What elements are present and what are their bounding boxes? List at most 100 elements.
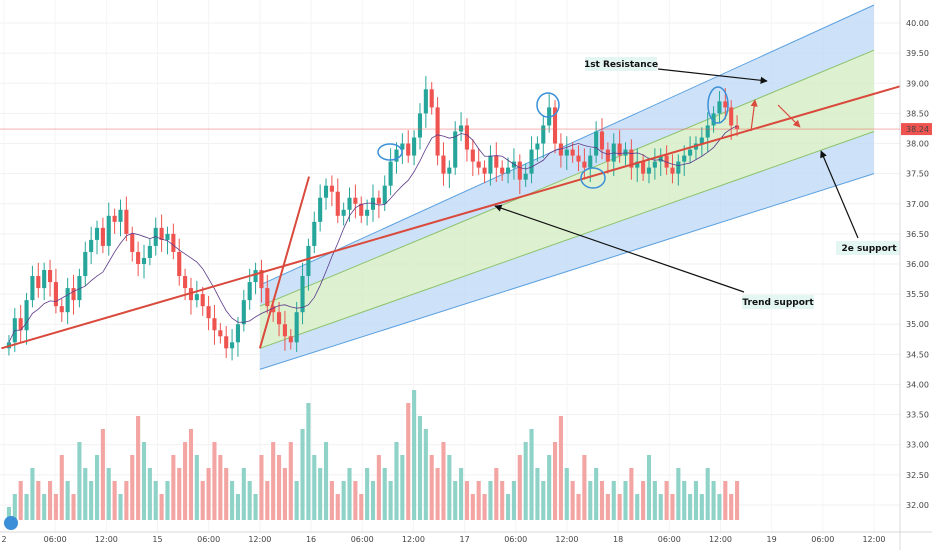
volume-bar <box>459 468 464 520</box>
volume-bar <box>71 494 76 520</box>
volume-bar <box>447 455 452 520</box>
candle-body <box>541 125 546 144</box>
volume-bar <box>335 494 340 520</box>
volume-bar <box>347 468 352 520</box>
candle-body <box>253 270 258 283</box>
candle-body <box>241 300 246 325</box>
volume-bar <box>723 481 728 520</box>
price-tick-label: 40.00 <box>906 19 929 28</box>
candle-body <box>159 227 164 240</box>
volume-bar <box>130 455 135 520</box>
volume-bar <box>435 468 440 520</box>
candle-body <box>723 101 728 108</box>
volume-bar <box>388 481 393 520</box>
volume-bar <box>300 429 305 520</box>
time-tick-label: 12:00 <box>248 535 271 544</box>
highlight-ellipse <box>707 86 729 124</box>
time-tick-label: 18 <box>613 535 623 544</box>
volume-bar <box>717 494 722 520</box>
candle-body <box>53 282 58 307</box>
time-tick-label: 19 <box>767 535 777 544</box>
volume-bar <box>517 455 522 520</box>
volume-bar <box>276 455 282 520</box>
candle-body <box>400 143 405 150</box>
channel-middle-band <box>259 50 875 349</box>
candle-body <box>682 155 687 162</box>
volume-bar <box>353 481 358 520</box>
moving-average <box>8 125 738 343</box>
candle-body <box>441 155 446 174</box>
volume-bar <box>417 416 423 520</box>
second-support-label: 2e support <box>841 244 897 254</box>
candle-body <box>453 131 458 168</box>
candle-body <box>699 137 704 144</box>
time-tick-label: 16 <box>306 535 316 544</box>
candlesticks <box>6 76 740 361</box>
candle-body <box>664 155 669 168</box>
candle-body <box>165 233 170 240</box>
volume-bar <box>329 481 334 520</box>
volume-bar <box>470 494 475 520</box>
volume-bar <box>412 390 417 520</box>
candle-body <box>676 161 681 174</box>
volume-bar <box>323 442 329 520</box>
volume-bar <box>124 481 129 520</box>
candle-body <box>271 306 276 313</box>
time-tick-label: 12:00 <box>862 535 885 544</box>
candle-body <box>141 257 147 264</box>
candle-body <box>429 89 434 108</box>
candle-body <box>582 161 587 168</box>
candle-body <box>435 107 440 156</box>
candle-body <box>294 312 299 343</box>
volume-bar <box>294 481 299 520</box>
volume-bar <box>676 468 681 520</box>
volume-bar <box>641 481 646 520</box>
candle-body <box>183 276 188 289</box>
candle-body <box>341 209 346 216</box>
price-tick-label: 34.50 <box>906 350 929 359</box>
time-tick-label: 06:00 <box>811 535 834 544</box>
volume-bar <box>18 481 23 520</box>
candle-body <box>112 215 117 222</box>
volume-bar <box>529 429 534 520</box>
candle-body <box>500 167 505 174</box>
candle-body <box>605 149 610 162</box>
candle-body <box>276 312 282 325</box>
volume-bar <box>711 481 716 520</box>
volume-bar <box>541 481 546 520</box>
volume-bar <box>382 468 387 520</box>
candle-body <box>629 149 634 168</box>
volume-bar <box>617 494 622 520</box>
time-tick-label: 06:00 <box>44 535 67 544</box>
volume-bar <box>535 468 540 520</box>
candle-body <box>588 155 593 168</box>
volume-bar <box>582 455 587 520</box>
highlight-ellipse <box>580 167 606 189</box>
volume-bar <box>670 494 675 520</box>
price-tick-label: 38.00 <box>906 140 929 149</box>
first-resistance-box <box>585 57 657 71</box>
volume-bar <box>453 481 458 520</box>
trend-support-box <box>742 295 814 309</box>
candle-body <box>370 197 376 210</box>
candle-body <box>94 227 100 240</box>
candle-body <box>312 221 317 246</box>
volume-bar <box>159 494 164 520</box>
candle-body <box>735 125 740 130</box>
second-support-box <box>836 241 902 255</box>
candle-body <box>470 149 475 162</box>
candle-body <box>359 203 364 216</box>
candle-body <box>65 288 70 313</box>
volume-bar <box>576 494 581 520</box>
candle-body <box>376 197 381 204</box>
volume-bar <box>224 468 229 520</box>
price-tick-label: 33.00 <box>906 441 929 450</box>
candle-body <box>576 155 581 162</box>
candle-body <box>194 294 199 301</box>
candle-body <box>100 227 105 246</box>
time-tick-label: 06:00 <box>658 535 681 544</box>
volume-bar <box>94 455 100 520</box>
candle-body <box>300 276 305 313</box>
